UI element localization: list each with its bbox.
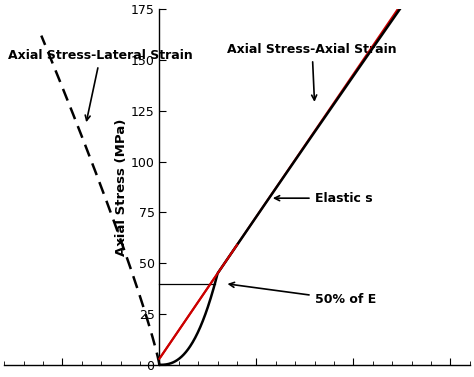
Text: Axial Stress-Axial Strain: Axial Stress-Axial Strain <box>228 43 397 100</box>
Text: Elastic s: Elastic s <box>274 192 372 205</box>
Text: 50% of E: 50% of E <box>229 282 376 306</box>
Y-axis label: Axial Stress (MPa): Axial Stress (MPa) <box>115 118 128 256</box>
Text: Axial Stress-Lateral Strain: Axial Stress-Lateral Strain <box>8 49 193 121</box>
